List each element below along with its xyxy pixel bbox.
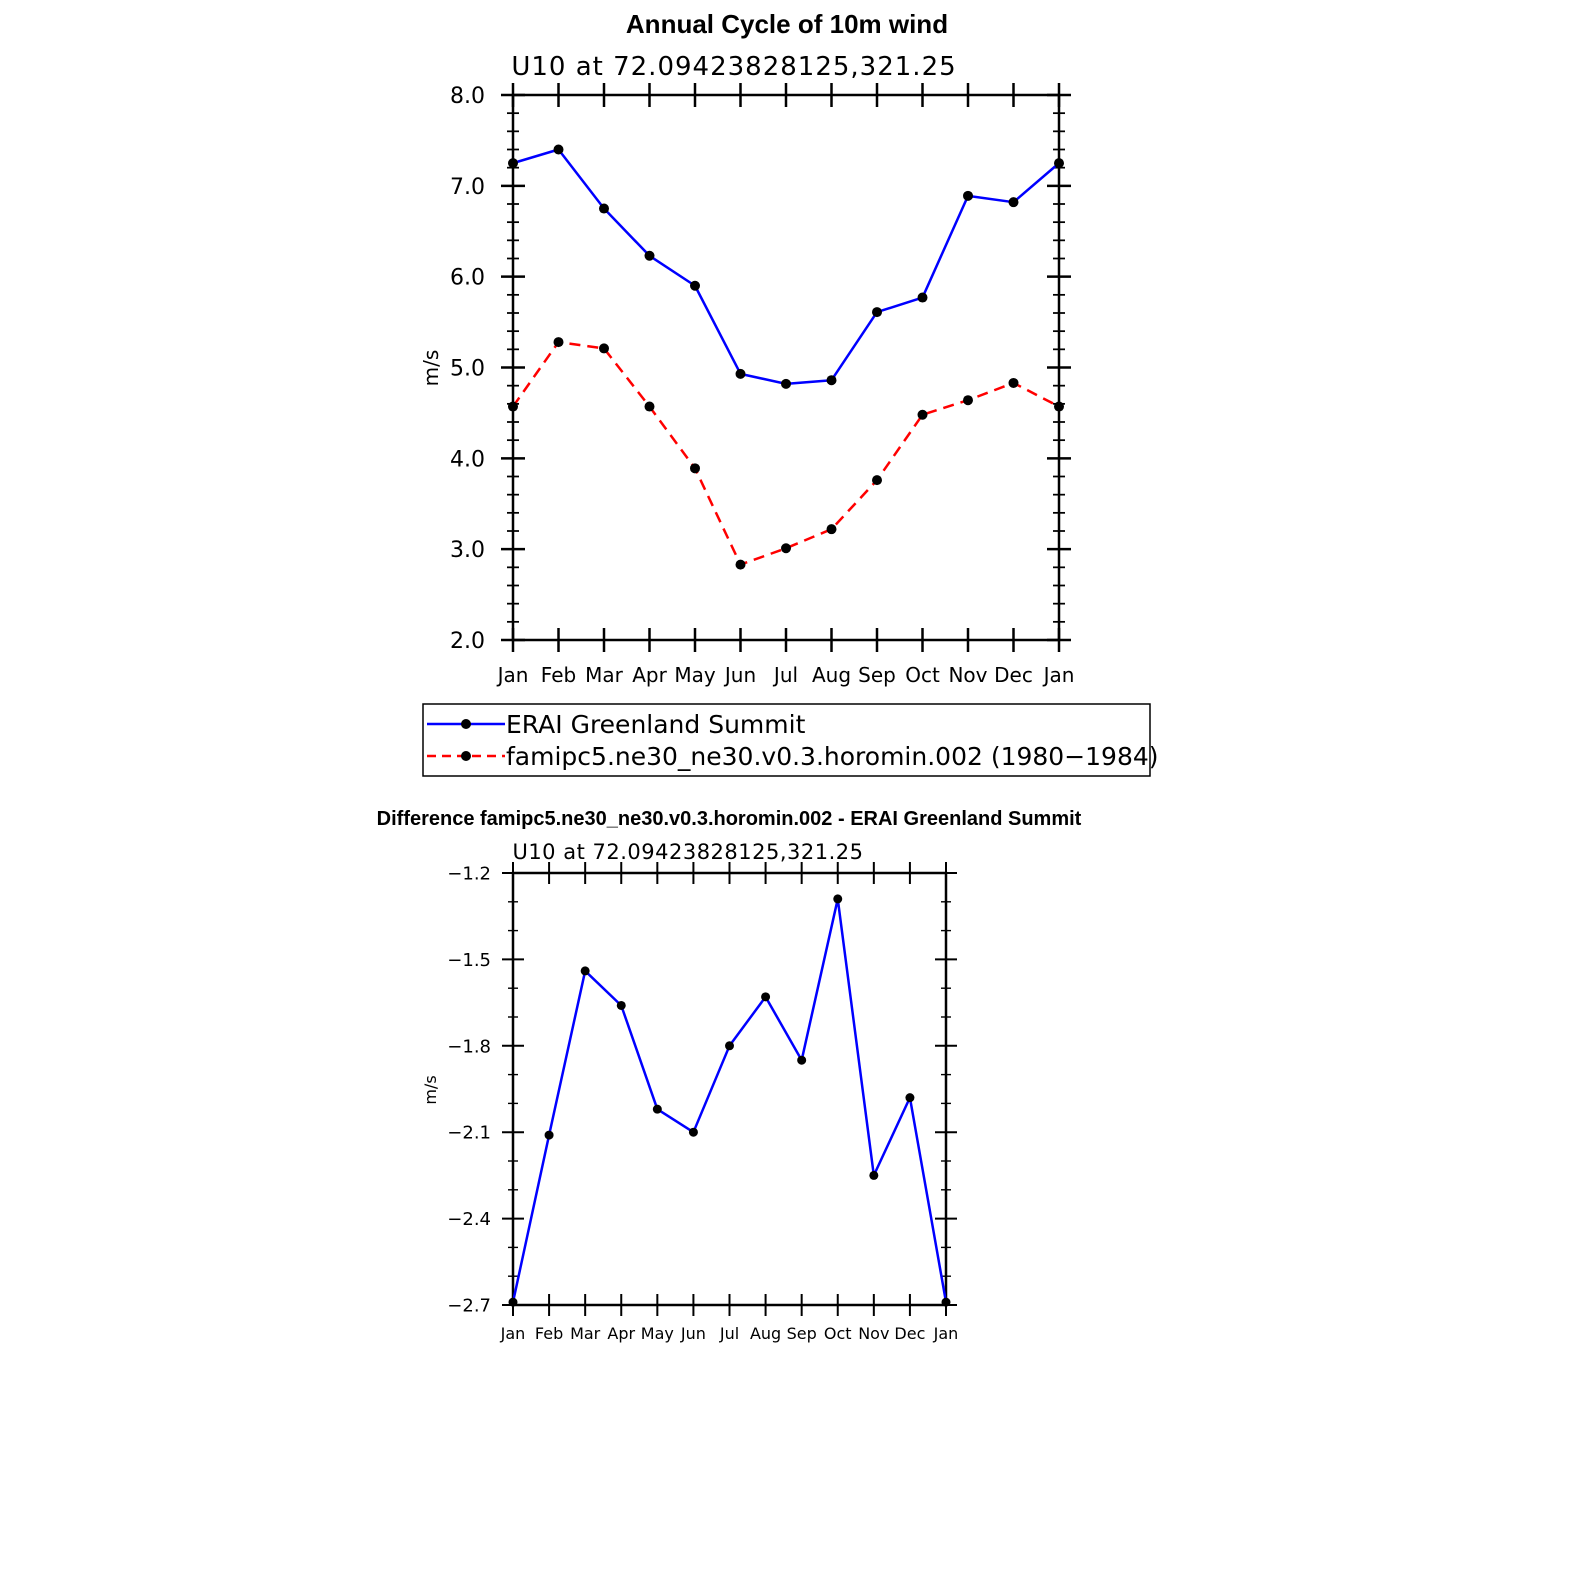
chart1-series-1-point: [963, 395, 973, 406]
chart1-x-tick-label: Nov: [948, 663, 987, 687]
chart2-x-tick-label: May: [641, 1324, 674, 1343]
chart1-series-0-point: [917, 292, 928, 303]
chart2-series-0-point: [905, 1093, 915, 1103]
chart2-series-0-point: [508, 1297, 518, 1307]
chart2-series-0-point: [869, 1170, 879, 1180]
chart1-series-0-point: [508, 158, 518, 169]
chart1-y-tick-label: 8.0: [450, 84, 485, 109]
chart1-series-1-point: [781, 543, 791, 554]
chart2-x-tick-label: Aug: [750, 1324, 781, 1343]
chart2-x-tick-label: Jan: [933, 1324, 959, 1343]
chart1-y-tick-label: 3.0: [450, 538, 485, 563]
chart1-y-axis-label: m/s: [419, 350, 443, 387]
chart2-y-axis-label: m/s: [421, 1075, 440, 1104]
chart1-title: Annual Cycle of 10m wind: [626, 9, 948, 39]
chart1-series-0-point: [690, 280, 700, 291]
chart1-series-0-point: [553, 144, 564, 155]
chart1-series-1-point: [735, 559, 746, 570]
chart1-series-1-point: [690, 463, 700, 474]
legend-marker-model: [461, 751, 471, 761]
chart1-y-tick-label: 4.0: [450, 447, 485, 472]
chart2-plot-area: Jan Feb Mar Apr May Jun Jul Aug Sep Oct Nov Dec Jan−…: [447, 862, 958, 1343]
chart1-series-1-line: [511, 340, 1060, 566]
chart2-series-0-point: [833, 894, 843, 904]
chart1-y-tick-label: 6.0: [450, 266, 485, 291]
chart2-y-tick-label: −1.2: [447, 863, 491, 884]
chart1-series-1-point: [644, 401, 655, 412]
chart1-x-tick-label: May: [674, 663, 716, 687]
chart1-y-tick-label: 2.0: [450, 629, 485, 654]
chart1-x-tick-label: Sep: [858, 663, 896, 687]
chart1-subtitle: U10 at 72.09423828125,321.25: [511, 52, 956, 82]
chart1-x-tick-label: Jun: [723, 663, 756, 687]
chart2-x-tick-label: Apr: [607, 1324, 635, 1343]
chart2-series-0-point: [725, 1041, 734, 1051]
chart2-title: Difference famipc5.ne30_ne30.v0.3.horomi…: [377, 808, 1082, 830]
chart2-x-tick-label: Feb: [535, 1324, 563, 1343]
chart2-series-0-point: [797, 1055, 807, 1065]
legend-box: [422, 703, 1151, 777]
chart2-series-0-point: [688, 1127, 698, 1137]
chart1-series-0-point: [826, 375, 837, 386]
chart1-x-tick-label: Oct: [905, 663, 940, 687]
legend-label-erai: ERAI Greenland Summit: [506, 710, 806, 739]
chart2-y-tick-label: −2.1: [447, 1123, 491, 1144]
chart1-x-tick-label: Jan: [496, 663, 529, 687]
chart2-series-0-point: [941, 1297, 951, 1307]
chart2-series-0-point: [544, 1130, 554, 1140]
chart1-x-tick-label: Aug: [812, 663, 851, 687]
chart2-x-tick-label: Sep: [787, 1324, 817, 1343]
chart1-frame: [511, 93, 1061, 642]
chart1-series-1-point: [1008, 377, 1019, 388]
chart2-x-tick-label: Jan: [500, 1324, 526, 1343]
chart1-series-1-point: [917, 409, 928, 420]
chart2-x-tick-label: Mar: [570, 1324, 601, 1343]
chart1-x-tick-label: Jan: [1042, 663, 1075, 687]
chart1-series-0-point: [872, 307, 882, 318]
chart1-series-0-line: [512, 148, 1060, 386]
chart2-series-0-point: [580, 966, 590, 976]
chart1-plot-area: Jan Feb Mar Apr May Jun Jul Aug Sep Oct Nov Dec Jan 2…: [450, 83, 1074, 687]
chart1-series-0-point: [1054, 158, 1064, 169]
chart1-x-tick-label: Dec: [994, 663, 1033, 687]
chart2-subtitle: U10 at 72.09423828125,321.25: [512, 840, 863, 864]
chart1-series-0-point: [599, 203, 609, 214]
chart1-series-1-point: [508, 401, 518, 412]
chart1-series-0-point: [735, 368, 746, 379]
chart1-series-0-point: [1008, 197, 1019, 208]
chart2-x-tick-label: Dec: [894, 1324, 925, 1343]
chart2-y-tick-label: −2.4: [447, 1209, 491, 1230]
chart1-series-1-point: [826, 524, 837, 535]
chart2-series-0-point: [761, 992, 771, 1002]
chart1-legend: ERAI Greenland Summit famipc5.ne30_ne30.…: [422, 703, 1159, 777]
chart2-x-tick-label: Oct: [824, 1324, 852, 1343]
chart1-series-1-point: [872, 475, 882, 486]
chart1-x-tick-label: Feb: [541, 663, 576, 687]
chart1-x-tick-label: Apr: [632, 663, 667, 687]
chart2-y-tick-label: −1.8: [447, 1036, 491, 1057]
chart2-series-0-point: [652, 1104, 662, 1114]
chart2-x-tick-label: Nov: [858, 1324, 889, 1343]
chart2-y-tick-label: −1.5: [447, 950, 491, 971]
chart1-series-0-point: [781, 378, 791, 389]
chart2-series-0-line: [511, 897, 948, 1303]
chart1-series-1-point: [1054, 401, 1064, 412]
chart1-x-tick-label: Jul: [772, 663, 798, 687]
chart1-x-tick-label: Mar: [585, 663, 624, 687]
legend-label-model: famipc5.ne30_ne30.v0.3.horomin.002 (1980…: [506, 742, 1159, 771]
chart2-series-0-point: [616, 1000, 626, 1010]
chart1-y-tick-label: 7.0: [450, 175, 485, 200]
chart2-frame: [511, 871, 948, 1307]
chart1-series-1-point: [599, 343, 609, 354]
chart1-series-0-point: [963, 190, 973, 201]
chart1-series-1-point: [553, 337, 564, 348]
chart2-x-tick-label: Jul: [719, 1324, 739, 1343]
legend-marker-erai: [461, 719, 471, 729]
chart2-x-tick-label: Jun: [680, 1324, 706, 1343]
chart2-y-tick-label: −2.7: [447, 1295, 491, 1316]
chart1-series-0-point: [644, 250, 655, 261]
chart1-y-tick-label: 5.0: [450, 356, 485, 381]
